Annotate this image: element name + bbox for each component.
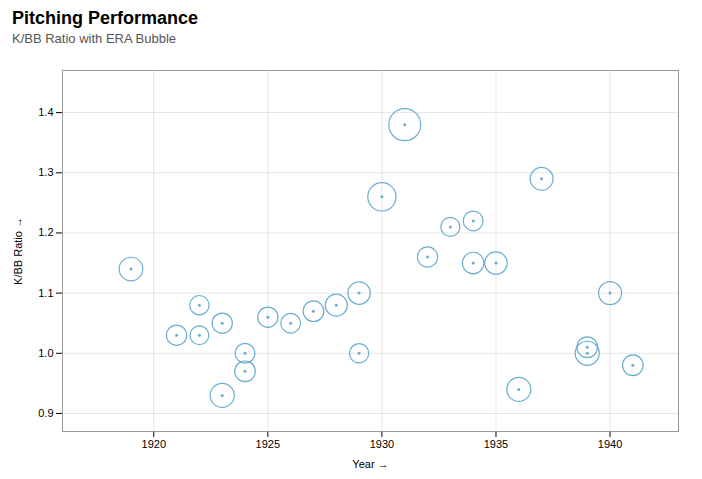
svg-text:1940: 1940 — [598, 438, 622, 450]
html-text:K/BB Ratio with ERA Bubble: K/BB Ratio with ERA Bubble — [12, 31, 176, 46]
svg-text:1.4: 1.4 — [38, 106, 53, 118]
svg-text:0.9: 0.9 — [38, 407, 53, 419]
svg-text:1.3: 1.3 — [38, 166, 53, 178]
svg-text:1.2: 1.2 — [38, 226, 53, 238]
html-text:Pitching Performance: Pitching Performance — [12, 8, 198, 28]
svg-text:1925: 1925 — [256, 438, 280, 450]
svg-text:Year →: Year → — [352, 458, 388, 470]
svg-text:K/BB Ratio →: K/BB Ratio → — [12, 217, 24, 285]
svg-text:1.1: 1.1 — [38, 287, 53, 299]
svg-text:1930: 1930 — [370, 438, 394, 450]
svg-text:1935: 1935 — [484, 438, 508, 450]
svg-text:1920: 1920 — [142, 438, 166, 450]
svg-text:1.0: 1.0 — [38, 347, 53, 359]
